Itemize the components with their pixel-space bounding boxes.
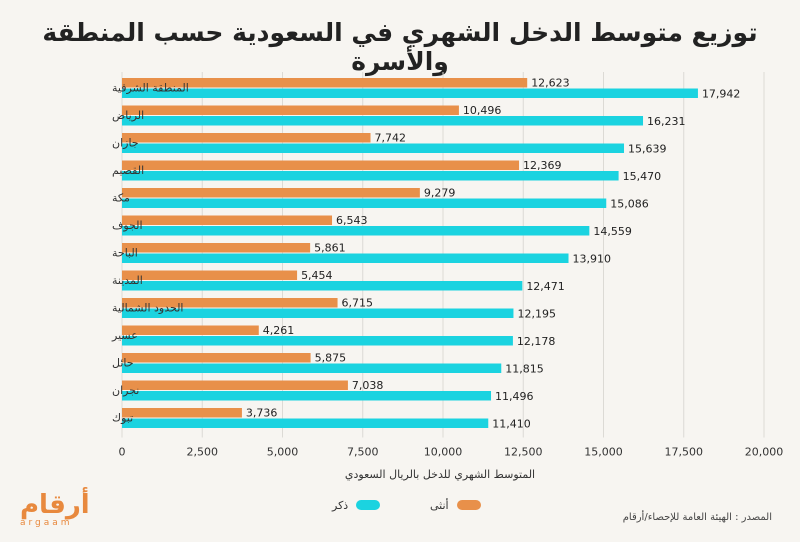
category-label: الباحة [112, 247, 138, 260]
data-label-female: 6,543 [336, 214, 368, 227]
legend-male: ذكر [332, 497, 381, 513]
data-label-male: 11,410 [492, 418, 531, 431]
bar-male [122, 171, 619, 181]
bar-male [122, 308, 514, 318]
x-tick-label: 7,500 [347, 446, 379, 459]
source-note: المصدر : الهيئة العامة للإحصاء/أرقام [622, 512, 772, 523]
data-label-female: 12,623 [531, 77, 570, 90]
data-label-female: 7,742 [375, 132, 407, 145]
data-label-male: 12,178 [517, 335, 556, 348]
bar-male [122, 336, 513, 346]
bar-female [122, 353, 311, 363]
x-tick-label: 20,000 [745, 446, 784, 459]
bar-male [122, 391, 492, 401]
data-label-female: 10,496 [463, 104, 502, 117]
bar-female [122, 380, 348, 390]
legend-female-swatch [456, 500, 481, 510]
data-label-female: 3,736 [246, 407, 278, 420]
category-label: المنطقة الشرقية [112, 82, 189, 95]
data-label-male: 13,910 [573, 253, 612, 266]
data-label-male: 11,496 [495, 390, 534, 403]
bar-female [122, 325, 259, 335]
x-tick-label: 0 [119, 446, 126, 459]
data-label-female: 5,454 [301, 269, 333, 282]
category-label: حائل [112, 357, 134, 370]
category-label: مكة [112, 192, 130, 205]
category-label: نجران [112, 384, 139, 397]
data-label-female: 9,279 [424, 187, 456, 200]
data-label-male: 12,471 [526, 280, 565, 293]
bar-female [122, 133, 371, 143]
category-label: القصيم [112, 164, 144, 177]
bar-female [122, 270, 298, 280]
data-label-female: 5,861 [314, 242, 346, 255]
data-label-female: 5,875 [315, 352, 347, 365]
category-label: الحدود الشمالية [112, 302, 184, 315]
category-label: الرياض [112, 109, 144, 122]
legend-female-label: أنثى [430, 498, 449, 512]
bar-male [122, 143, 625, 153]
bar-male [122, 253, 569, 263]
data-label-male: 11,815 [505, 363, 543, 376]
data-label-female: 12,369 [523, 159, 562, 172]
data-label-male: 15,086 [610, 198, 649, 211]
data-label-male: 14,559 [593, 225, 632, 238]
x-tick-label: 5,000 [267, 446, 299, 459]
bar-female [122, 105, 459, 115]
category-label: تبوك [112, 412, 133, 425]
data-label-male: 12,195 [517, 308, 556, 321]
x-tick-label: 12,500 [504, 446, 543, 459]
bar-male [122, 363, 502, 373]
logo-subtext: argaam [20, 518, 73, 528]
x-tick-label: 2,500 [187, 446, 219, 459]
argaam-logo: أرقام argaam [20, 492, 100, 532]
category-label: جازان [112, 137, 139, 150]
data-label-male: 15,470 [623, 170, 662, 183]
legend-male-swatch [356, 500, 381, 510]
bar-male [122, 281, 523, 291]
bar-male [122, 418, 489, 428]
bar-female [122, 188, 420, 198]
x-axis-title: المتوسط الشهري للدخل بالريال السعودي [344, 468, 536, 481]
x-tick-label: 15,000 [584, 446, 623, 459]
category-label: عسير [111, 329, 138, 342]
data-label-female: 4,261 [263, 324, 295, 337]
bar-male [122, 226, 590, 236]
bar-chart: 0 2,500 5,000 7,500 10,000 12,500 15,000 17,500… [111, 72, 784, 459]
bar-female [122, 215, 333, 225]
data-label-female: 6,715 [342, 297, 374, 310]
bar-female [122, 298, 338, 308]
bar-male [122, 116, 644, 126]
data-label-male: 17,942 [702, 88, 741, 101]
bar-female [122, 160, 520, 170]
data-label-male: 16,231 [647, 115, 686, 128]
data-label-male: 15,639 [628, 143, 667, 156]
legend-male-label: ذكر [332, 498, 349, 512]
bar-male [122, 198, 607, 208]
data-label-female: 7,038 [352, 379, 384, 392]
bar-female [122, 408, 242, 418]
bar-female [122, 78, 528, 88]
legend-female: أنثى [430, 497, 481, 513]
x-tick-label: 10,000 [424, 446, 463, 459]
x-tick-label: 17,500 [665, 446, 704, 459]
category-label: المدينة [112, 274, 143, 287]
bar-male [122, 88, 698, 98]
logo-text: أرقام [20, 490, 90, 520]
bar-female [122, 243, 311, 253]
chart-title: توزيع متوسط الدخل الشهري في السعودية حسب… [42, 18, 758, 76]
category-label: الجوف [112, 219, 143, 232]
